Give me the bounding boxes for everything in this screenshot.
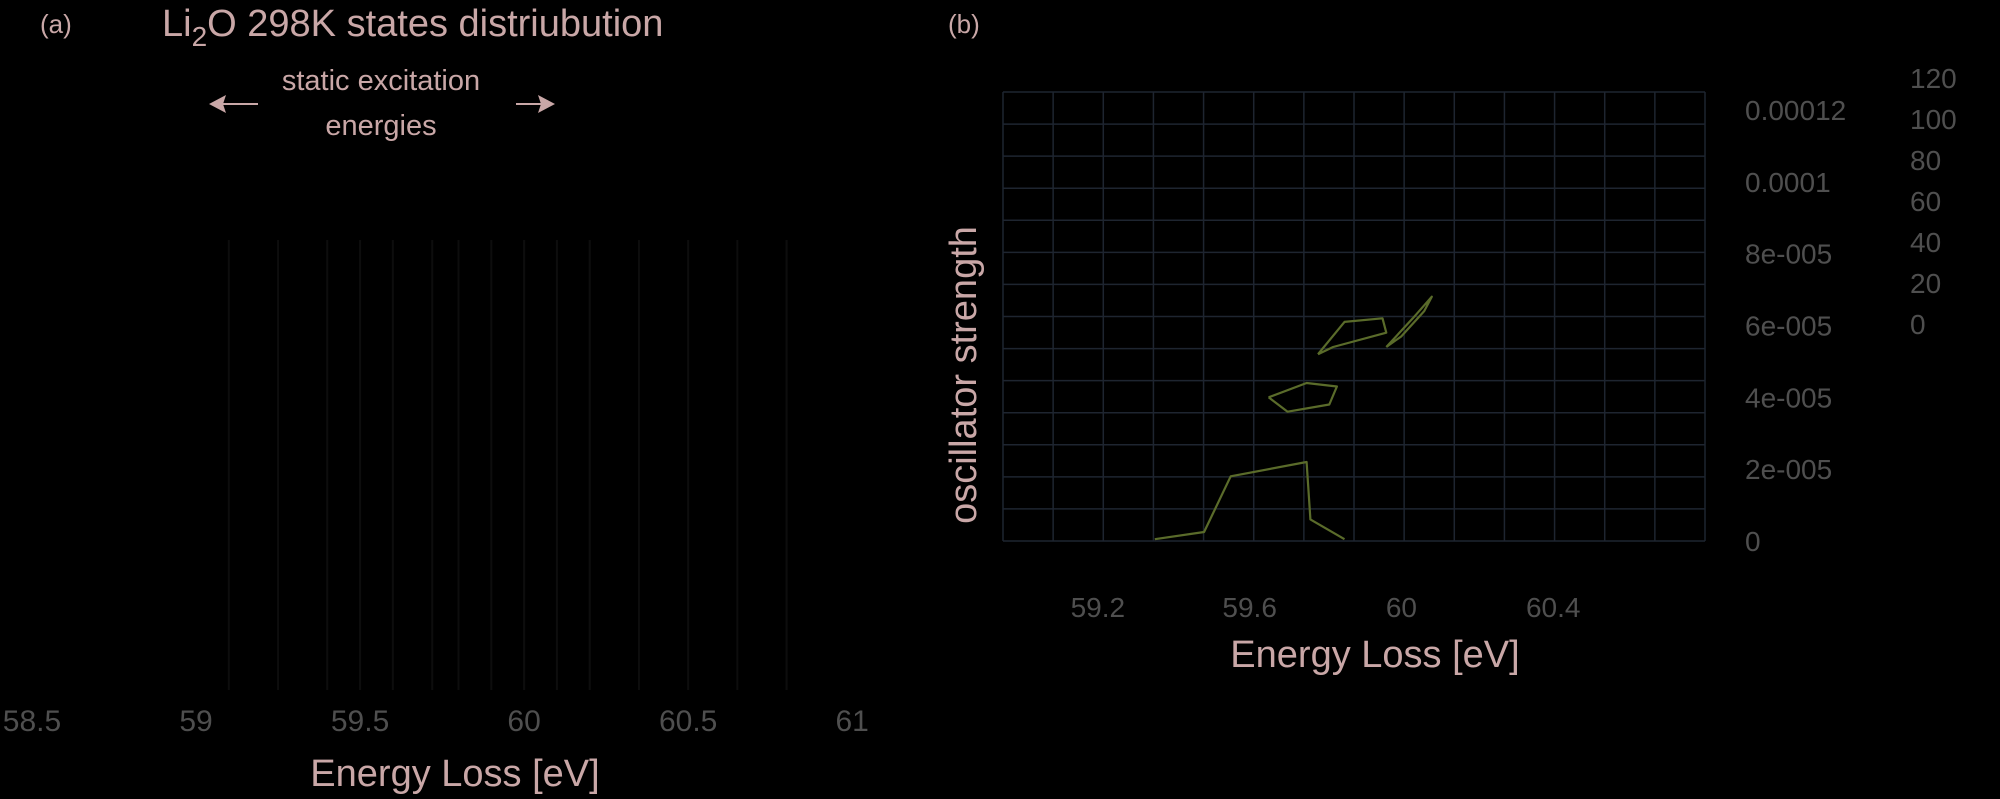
panel-b-secondary-y-tick-label: 20 xyxy=(1910,268,1941,299)
panel-b-y-ticks: 0 2e-005 4e-005 6e-005 8e-005 0.0001 0.00012 xyxy=(1745,95,1846,557)
panel-b-x-axis-label: Energy Loss [eV] xyxy=(1230,634,1519,676)
panel-b-y-axis-label: oscillator strength xyxy=(943,226,985,524)
static-excitation-sticks xyxy=(227,240,788,690)
panel-a: (a) Li2O 298K states distriubution stati… xyxy=(3,3,869,795)
panel-a-title-subscript: 2 xyxy=(192,21,208,52)
panel-b-x-ticks: 59.2 59.6 60 60.4 xyxy=(1071,592,1581,623)
panel-b-y-tick-label: 2e-005 xyxy=(1745,454,1832,485)
panel-a-x-ticks: 58.5 59 59.5 60 60.5 61 xyxy=(3,705,869,738)
annotation-arrow-left xyxy=(209,95,258,113)
panel-a-x-tick-label: 60 xyxy=(507,705,540,738)
panel-b-y-tick-label: 0.0001 xyxy=(1745,167,1831,198)
panel-b-secondary-y-tick-label: 100 xyxy=(1910,104,1957,135)
panel-a-x-tick-label: 59 xyxy=(179,705,212,738)
panel-b-secondary-y-tick-label: 120 xyxy=(1910,63,1957,94)
annotation-line-1: static excitation xyxy=(282,65,480,97)
oscillator-curve-0 xyxy=(1154,460,1346,541)
panel-a-title: Li2O 298K states distriubution xyxy=(162,3,663,52)
panel-a-x-tick-label: 61 xyxy=(836,705,869,738)
panel-b: (b) 59.2 59.6 60 60.4 0 2e-005 4e-005 6e-005 8e… xyxy=(943,9,1957,676)
panel-b-x-tick-label: 59.6 xyxy=(1222,592,1277,623)
panel-b-secondary-y-tick-label: 40 xyxy=(1910,227,1941,258)
panel-b-x-tick-label: 60 xyxy=(1386,592,1417,623)
annotation-line-2: energies xyxy=(325,110,436,142)
panel-a-label: (a) xyxy=(40,9,72,39)
panel-a-x-tick-label: 60.5 xyxy=(659,705,717,738)
oscillator-curve-2 xyxy=(1317,317,1388,356)
panel-b-secondary-y-tick-label: 80 xyxy=(1910,145,1941,176)
annotation-arrow-right xyxy=(516,95,555,113)
panel-a-title-part1: Li xyxy=(162,3,192,45)
panel-b-y-tick-label: 0 xyxy=(1745,526,1761,557)
panel-b-y-tick-label: 6e-005 xyxy=(1745,310,1832,341)
panel-b-curves xyxy=(1154,295,1433,541)
panel-a-x-tick-label: 58.5 xyxy=(3,705,61,738)
panel-a-x-axis-label: Energy Loss [eV] xyxy=(310,753,599,795)
panel-b-y-tick-label: 0.00012 xyxy=(1745,95,1846,126)
panel-b-y-tick-label: 4e-005 xyxy=(1745,382,1832,413)
panel-b-x-tick-label: 59.2 xyxy=(1071,592,1126,623)
panel-a-x-tick-label: 59.5 xyxy=(331,705,389,738)
panel-b-label: (b) xyxy=(948,9,980,39)
panel-b-y-tick-label: 8e-005 xyxy=(1745,239,1832,270)
panel-b-grid xyxy=(1002,91,1706,542)
panel-a-title-part2: O 298K states distriubution xyxy=(207,3,663,45)
oscillator-curve-3 xyxy=(1385,295,1433,348)
panel-b-secondary-y-ticks: 0 20 40 60 80 100 120 xyxy=(1910,63,1957,340)
panel-b-secondary-y-tick-label: 60 xyxy=(1910,186,1941,217)
panel-b-secondary-y-tick-label: 0 xyxy=(1910,309,1926,340)
panel-b-x-tick-label: 60.4 xyxy=(1526,592,1581,623)
oscillator-curve-1 xyxy=(1267,381,1339,413)
